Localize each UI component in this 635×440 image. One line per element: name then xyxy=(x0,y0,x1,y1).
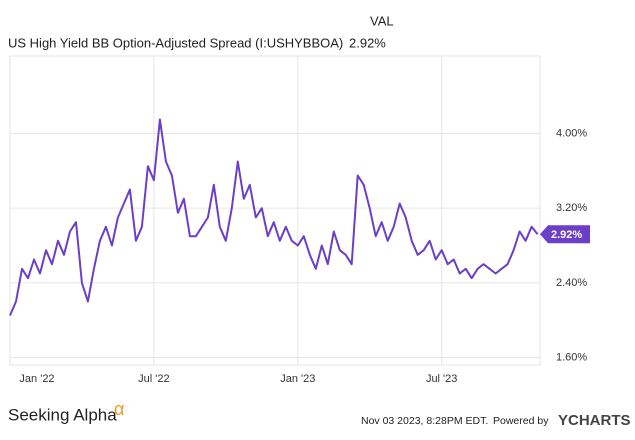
powered-by: Powered by xyxy=(493,415,549,427)
y-tick-label: 4.00% xyxy=(556,127,587,139)
brand-symbol: α xyxy=(114,399,124,419)
timestamp: Nov 03 2023, 8:28PM EDT. xyxy=(361,415,488,427)
brand: Seeking Alpha xyxy=(8,405,117,424)
x-tick-label: Jul '22 xyxy=(138,373,169,385)
y-tick-label: 2.40% xyxy=(556,277,587,289)
legend-name: US High Yield BB Option-Adjusted Spread … xyxy=(8,35,343,50)
x-tick-label: Jan '23 xyxy=(280,373,315,385)
x-tick-label: Jul '23 xyxy=(426,373,457,385)
y-tick-label: 1.60% xyxy=(556,351,587,363)
line xyxy=(9,118,539,316)
provider: YCHARTS xyxy=(558,412,631,429)
y-tick-label: 3.20% xyxy=(556,202,587,214)
value-badge-label: 2.92% xyxy=(551,229,582,241)
x-tick-label: Jan '22 xyxy=(19,373,54,385)
legend-header: VAL xyxy=(370,13,394,28)
plot-frame xyxy=(9,55,541,366)
legend-value: 2.92% xyxy=(349,35,386,50)
value-badge xyxy=(540,225,590,244)
